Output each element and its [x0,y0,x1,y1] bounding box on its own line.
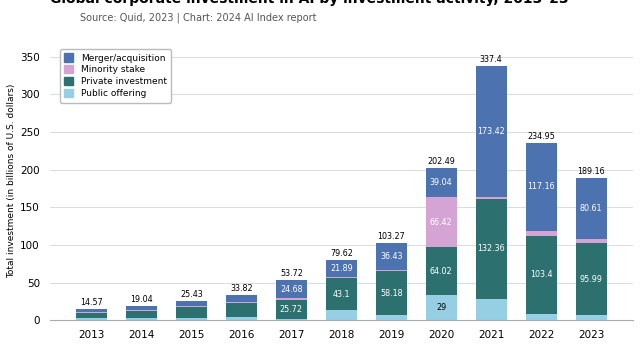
Text: 234.95: 234.95 [527,133,555,142]
Bar [426,247,457,295]
Bar [575,243,607,315]
Bar [476,299,507,320]
Bar [226,295,257,302]
Text: 36.43: 36.43 [380,252,403,261]
Text: 19.04: 19.04 [130,295,153,304]
Text: 25.72: 25.72 [280,305,303,314]
Text: 64.02: 64.02 [430,267,452,276]
Bar [376,243,407,270]
Bar [575,178,607,239]
Text: 14.57: 14.57 [80,298,103,307]
Bar [276,319,307,320]
Text: 189.16: 189.16 [577,167,605,176]
Text: 80.61: 80.61 [580,204,602,213]
Bar [76,319,107,320]
Text: 43.1: 43.1 [333,290,350,299]
Text: 103.27: 103.27 [378,232,405,241]
Bar [226,303,257,318]
Legend: Merger/acquisition, Minority stake, Private investment, Public offering: Merger/acquisition, Minority stake, Priv… [60,49,172,103]
Bar [276,299,307,319]
Bar [476,66,507,197]
Bar [226,302,257,303]
Bar [126,306,157,310]
Bar [326,278,357,311]
Text: Source: Quid, 2023 | Chart: 2024 AI Index report: Source: Quid, 2023 | Chart: 2024 AI Inde… [80,12,317,23]
Bar [76,313,107,319]
Bar [126,318,157,320]
Y-axis label: Total investment (in billions of U.S. dollars): Total investment (in billions of U.S. do… [7,84,16,278]
Text: 66.42: 66.42 [430,218,452,227]
Bar [376,315,407,320]
Text: 29: 29 [436,303,446,312]
Text: 337.4: 337.4 [480,55,502,64]
Bar [226,318,257,320]
Bar [426,295,457,320]
Bar [426,197,457,247]
Text: 103.4: 103.4 [530,270,552,279]
Text: 24.68: 24.68 [280,285,303,294]
Bar [176,307,207,318]
Bar [376,270,407,271]
Text: 202.49: 202.49 [428,157,455,166]
Bar [276,280,307,298]
Text: 173.42: 173.42 [477,127,505,136]
Bar [525,314,557,320]
Bar [426,168,457,197]
Bar [376,271,407,315]
Text: 79.62: 79.62 [330,249,353,259]
Bar [326,277,357,278]
Text: 95.99: 95.99 [580,275,602,284]
Bar [525,143,557,231]
Bar [476,197,507,199]
Text: Global corporate investment in AI by investment activity, 2013–23: Global corporate investment in AI by inv… [49,0,568,6]
Bar [575,315,607,320]
Text: 33.82: 33.82 [230,284,253,293]
Bar [525,231,557,236]
Text: 117.16: 117.16 [527,182,555,191]
Bar [176,318,207,320]
Text: 25.43: 25.43 [180,290,203,299]
Bar [76,310,107,312]
Bar [126,311,157,318]
Bar [176,301,207,306]
Text: 132.36: 132.36 [477,244,505,253]
Text: 58.18: 58.18 [380,289,403,298]
Bar [76,312,107,313]
Text: 21.89: 21.89 [330,264,353,273]
Bar [126,310,157,311]
Bar [575,239,607,243]
Bar [326,311,357,320]
Bar [476,199,507,299]
Bar [176,306,207,307]
Text: 39.04: 39.04 [430,178,452,187]
Bar [525,236,557,314]
Bar [276,298,307,299]
Bar [326,260,357,277]
Text: 53.72: 53.72 [280,269,303,278]
